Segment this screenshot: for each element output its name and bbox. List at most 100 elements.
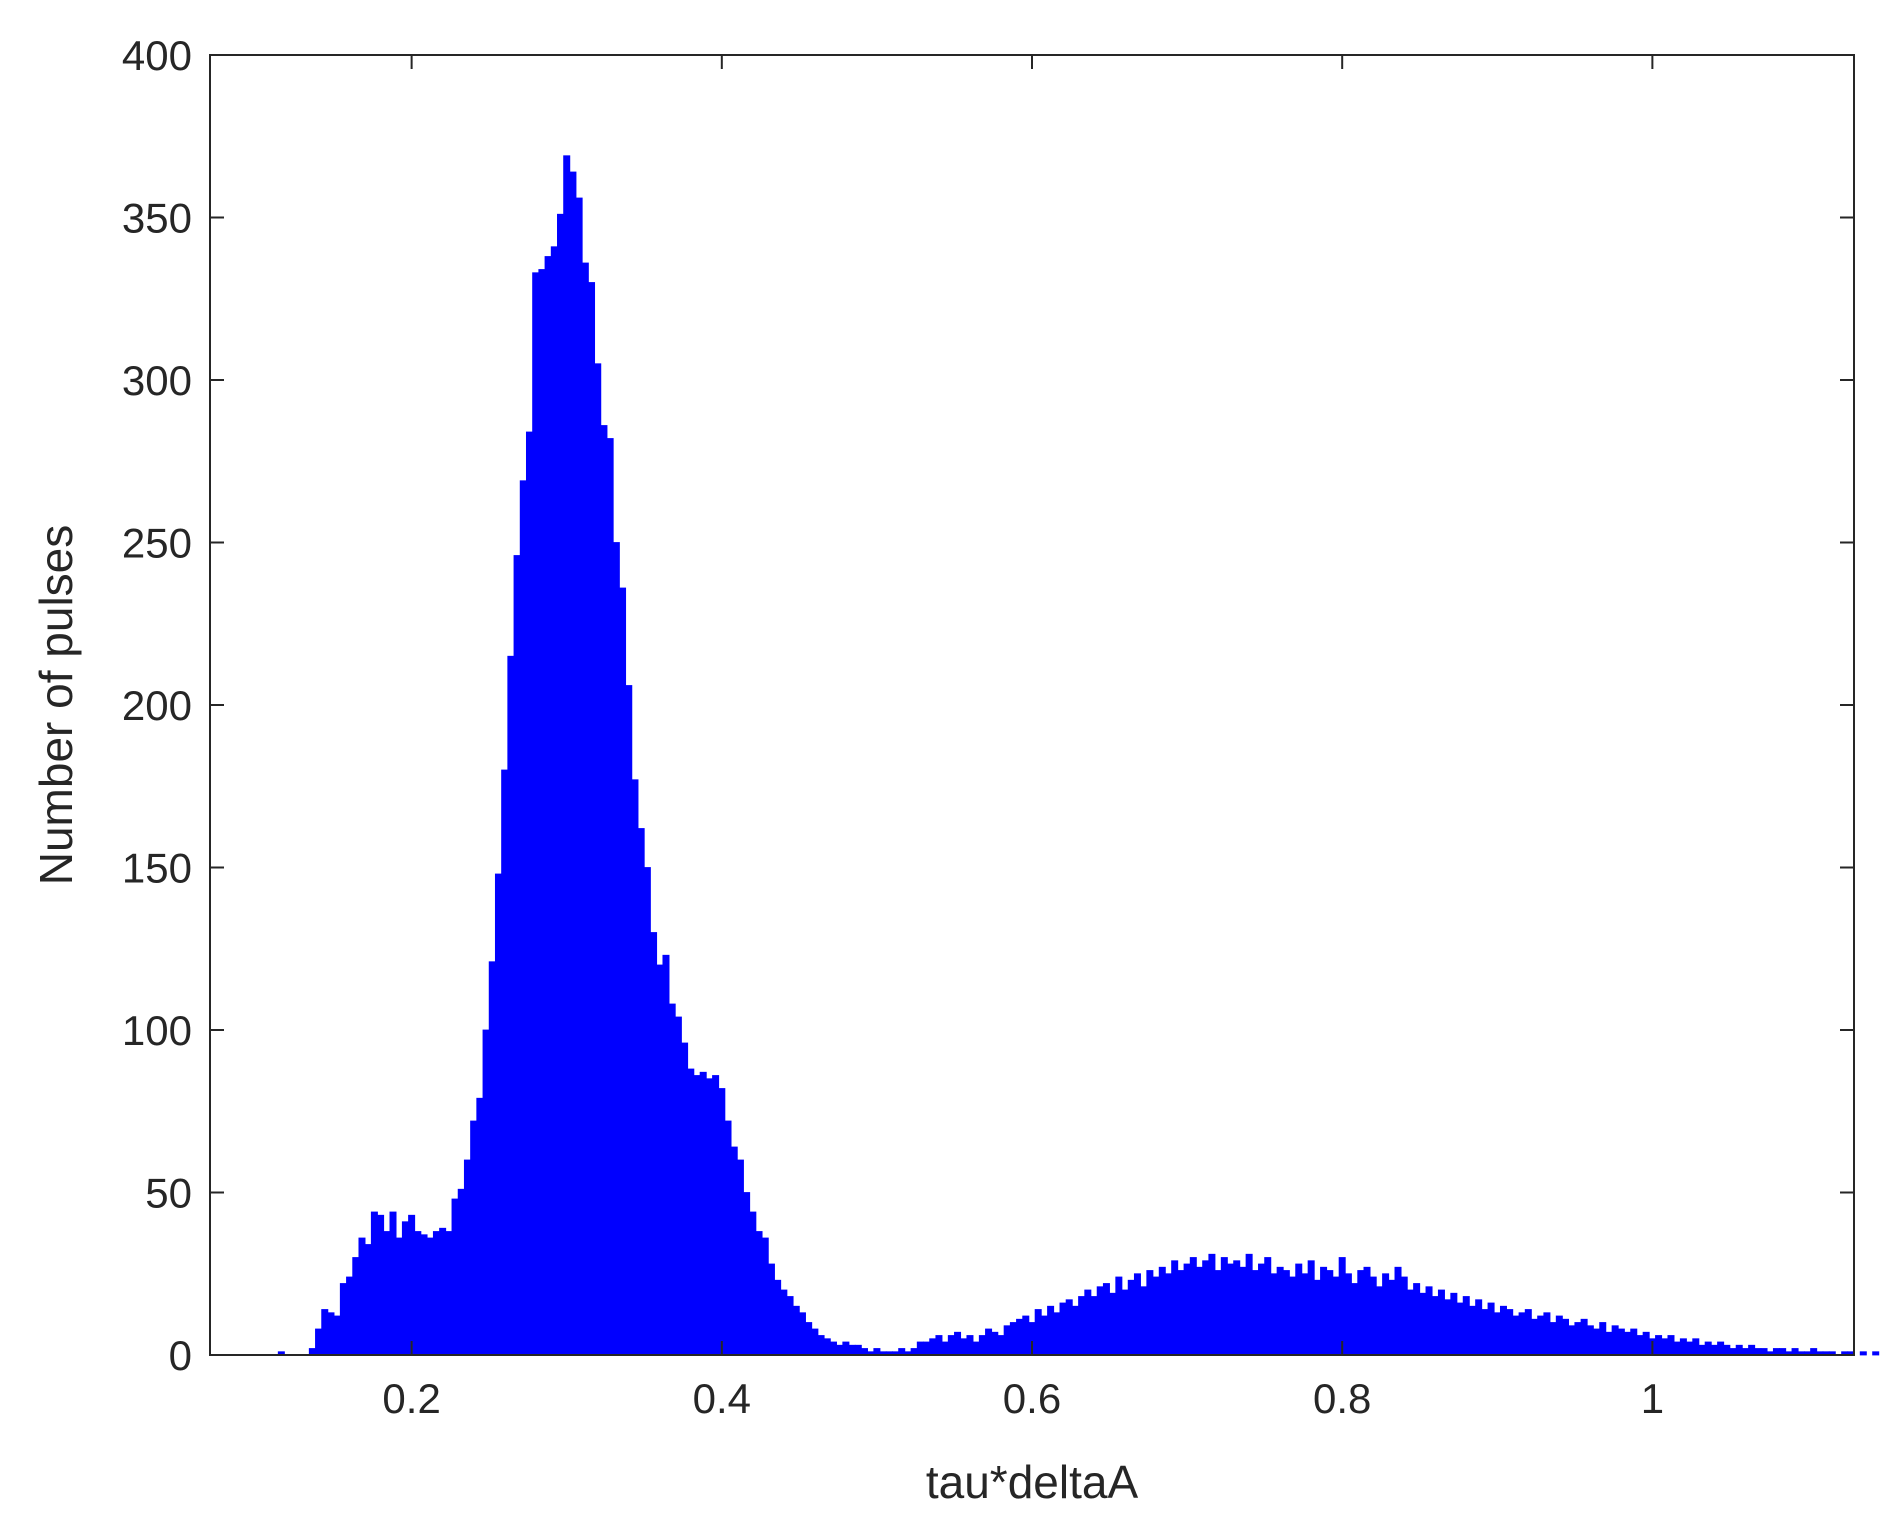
histogram-bar xyxy=(1394,1266,1402,1356)
histogram-bar xyxy=(1096,1286,1104,1356)
histogram-bar xyxy=(854,1344,862,1356)
histogram-bar xyxy=(370,1211,378,1356)
histogram-bar xyxy=(1289,1276,1297,1356)
y-tick-label: 400 xyxy=(122,32,192,79)
histogram-bar xyxy=(730,1146,738,1356)
histogram-bar xyxy=(954,1331,962,1356)
histogram-bar xyxy=(736,1159,744,1356)
histogram-bar xyxy=(569,171,577,1356)
histogram-bar xyxy=(1140,1286,1148,1356)
histogram-bar xyxy=(1078,1296,1086,1356)
histogram-bar xyxy=(1121,1289,1129,1356)
histogram-bar xyxy=(1040,1315,1048,1356)
histogram-bar xyxy=(588,282,596,1356)
x-axis-label: tau*deltaA xyxy=(926,1456,1139,1508)
histogram-bar xyxy=(494,873,502,1356)
histogram-bar xyxy=(960,1338,968,1356)
histogram-bar xyxy=(1307,1260,1315,1356)
histogram-bar xyxy=(1065,1299,1073,1356)
histogram-bar xyxy=(1177,1270,1185,1356)
histogram-bar xyxy=(476,1097,484,1356)
histogram-bar xyxy=(1562,1318,1570,1356)
histogram-bar xyxy=(848,1344,856,1356)
histogram-bar xyxy=(408,1214,416,1356)
histogram-bar xyxy=(445,1231,453,1356)
histogram-bar xyxy=(749,1211,757,1356)
histogram-bar xyxy=(581,262,589,1356)
histogram-bar xyxy=(712,1075,720,1356)
histogram-bar xyxy=(1692,1338,1700,1356)
histogram-bar xyxy=(780,1289,788,1356)
histogram-bar xyxy=(1301,1273,1309,1356)
histogram-bar xyxy=(1344,1273,1352,1356)
histogram-bar xyxy=(1611,1325,1619,1356)
histogram-bar xyxy=(327,1312,335,1356)
histogram-bar xyxy=(1022,1315,1030,1356)
x-tick-label: 0.4 xyxy=(693,1375,751,1422)
histogram-bar xyxy=(786,1296,794,1356)
histogram-bar xyxy=(1872,1351,1880,1356)
histogram-bar xyxy=(1531,1318,1539,1356)
histogram-bar xyxy=(1487,1302,1495,1356)
histogram-bar xyxy=(1053,1312,1061,1356)
histogram-bar xyxy=(923,1341,931,1356)
histogram-bar xyxy=(1357,1270,1365,1356)
histogram-bar xyxy=(1239,1266,1247,1356)
histogram-bar xyxy=(662,954,670,1356)
histogram-bar xyxy=(1475,1299,1483,1356)
histogram-bar xyxy=(1171,1260,1179,1356)
histogram-bar xyxy=(1009,1322,1017,1356)
histogram-bar xyxy=(401,1221,409,1356)
histogram-bar xyxy=(1624,1331,1632,1356)
histogram-bar xyxy=(1208,1253,1216,1356)
histogram-bar xyxy=(463,1159,471,1356)
y-tick-label: 350 xyxy=(122,195,192,242)
histogram-bar xyxy=(507,655,515,1356)
ticks-layer: 0.2 0.4 0.6 0.8 1 0 50 100 150 200 250 300 350 400 xyxy=(122,32,1854,1422)
x-tick-label: 0.8 xyxy=(1313,1375,1371,1422)
histogram-bar xyxy=(439,1227,447,1356)
histogram-bar xyxy=(1245,1253,1253,1356)
y-tick-label: 0 xyxy=(169,1332,192,1379)
histogram-bar xyxy=(1605,1331,1613,1356)
histogram-bar xyxy=(346,1276,354,1356)
histogram-bar xyxy=(997,1335,1005,1356)
histogram-bar xyxy=(699,1071,707,1356)
histogram-bar xyxy=(1363,1266,1371,1356)
histogram-bar xyxy=(1493,1312,1501,1356)
histogram-bar xyxy=(1549,1322,1557,1356)
histogram-bar xyxy=(811,1328,819,1356)
histogram-bar xyxy=(389,1211,397,1356)
histogram-bar xyxy=(1655,1335,1663,1356)
y-tick-label: 300 xyxy=(122,357,192,404)
histogram-bar xyxy=(1555,1315,1563,1356)
histogram-bar xyxy=(668,1003,676,1356)
histogram-bar xyxy=(1568,1325,1576,1356)
histogram-bar xyxy=(1388,1279,1396,1356)
histogram-bar xyxy=(1450,1292,1458,1356)
histogram-bar xyxy=(656,964,664,1356)
histogram-bar xyxy=(1462,1296,1470,1356)
histogram-bar xyxy=(1332,1276,1340,1356)
histogram-bar xyxy=(1580,1318,1588,1356)
histogram-bar xyxy=(383,1231,391,1356)
histogram-bar xyxy=(1419,1292,1427,1356)
histogram-bar xyxy=(1133,1273,1141,1356)
histogram-bar xyxy=(519,480,527,1356)
histogram-bar xyxy=(643,867,651,1356)
histogram-bar xyxy=(612,542,620,1356)
histogram-bar xyxy=(1320,1266,1328,1356)
histogram-bar xyxy=(414,1231,422,1356)
y-tick-label: 200 xyxy=(122,682,192,729)
histogram-bar xyxy=(792,1305,800,1356)
histogram-bar xyxy=(687,1068,695,1356)
x-tick-label: 1 xyxy=(1641,1375,1664,1422)
histogram-bar xyxy=(631,779,639,1356)
x-tick-label: 0.6 xyxy=(1003,1375,1061,1422)
histogram-bar xyxy=(1636,1335,1644,1356)
y-tick-label: 150 xyxy=(122,845,192,892)
histogram-bar xyxy=(525,431,533,1356)
histogram-bar xyxy=(358,1237,366,1356)
histogram-bar xyxy=(1437,1289,1445,1356)
